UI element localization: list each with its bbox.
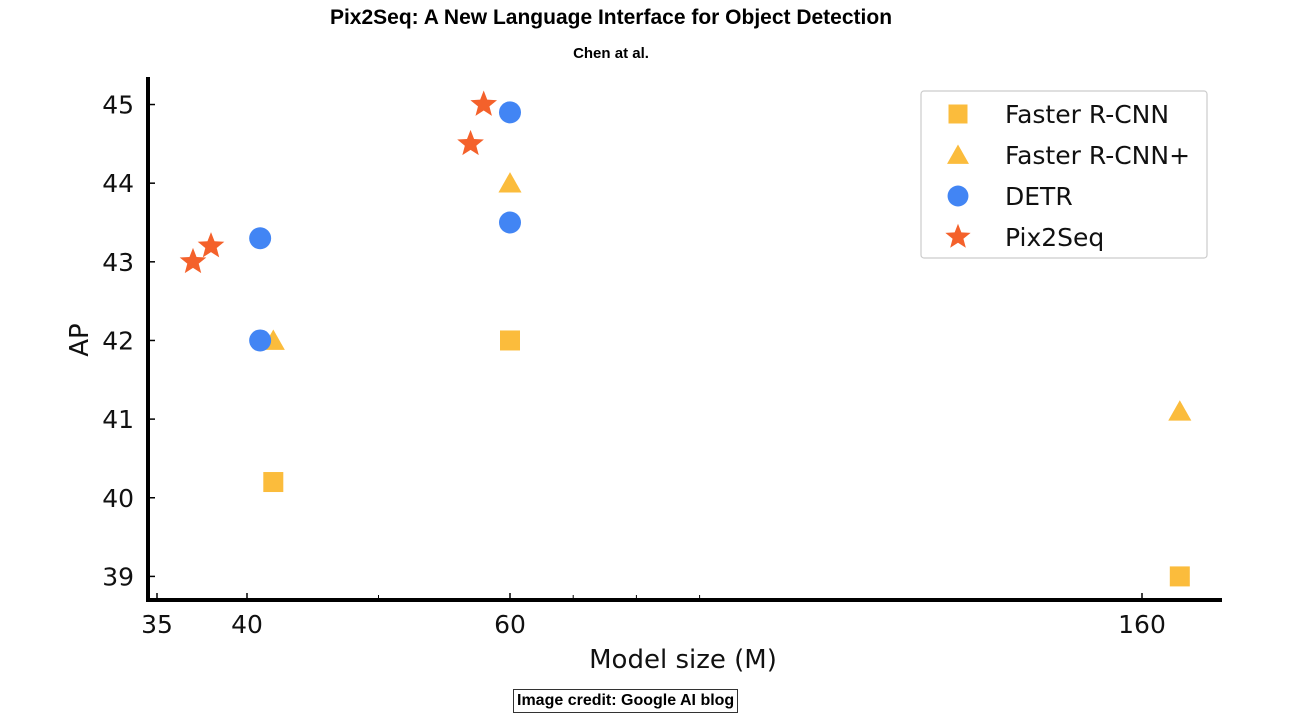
point-faster-r-cnn — [1169, 566, 1190, 587]
y-tick-label: 43 — [102, 248, 134, 277]
chart-subtitle: Chen at al. — [573, 45, 649, 62]
y-axis-label: AP — [65, 323, 95, 356]
x-tick-label: 35 — [141, 610, 173, 639]
legend-label: Faster R-CNN+ — [1005, 141, 1190, 170]
legend-marker — [948, 104, 968, 124]
legend-marker — [947, 185, 969, 207]
axes — [146, 77, 1222, 602]
legend-label: Pix2Seq — [1005, 223, 1104, 252]
y-tick-label: 45 — [102, 91, 134, 120]
point-faster-r-cnn — [1168, 400, 1192, 421]
point-faster-r-cnn — [263, 472, 284, 493]
point-pix2seq — [457, 129, 484, 156]
point-detr — [499, 101, 521, 124]
legend-marker — [947, 144, 969, 164]
x-axis-label: Model size (M) — [589, 645, 777, 675]
point-faster-r-cnn — [498, 172, 522, 193]
legend: Faster R-CNN Faster R-CNN+ DETR Pix2Seq — [920, 90, 1208, 259]
point-detr — [249, 329, 272, 352]
point-pix2seq — [470, 90, 498, 116]
legend-marker — [945, 223, 971, 248]
point-detr — [499, 211, 521, 234]
point-pix2seq — [179, 247, 207, 274]
y-tick-label: 41 — [102, 405, 134, 434]
tick-marks: 39 40 41 42 43 44 45 35 40 60 160 — [102, 91, 1166, 639]
legend-label: Faster R-CNN — [1005, 100, 1169, 129]
x-tick-label: 60 — [494, 610, 526, 639]
chart-title: Pix2Seq: A New Language Interface for Ob… — [329, 6, 893, 29]
point-pix2seq — [197, 232, 225, 258]
y-tick-label: 44 — [102, 169, 134, 198]
legend-box — [920, 90, 1208, 259]
legend-label: DETR — [1005, 182, 1073, 211]
image-credit: Image credit: Google AI blog — [513, 689, 739, 713]
y-tick-label: 39 — [102, 562, 134, 591]
point-detr — [249, 227, 272, 250]
y-tick-label: 40 — [102, 484, 134, 513]
point-faster-r-cnn — [500, 330, 520, 351]
x-tick-label: 160 — [1118, 610, 1166, 639]
x-tick-label: 40 — [231, 610, 263, 639]
y-tick-label: 42 — [102, 326, 134, 355]
data-points — [179, 90, 1192, 587]
